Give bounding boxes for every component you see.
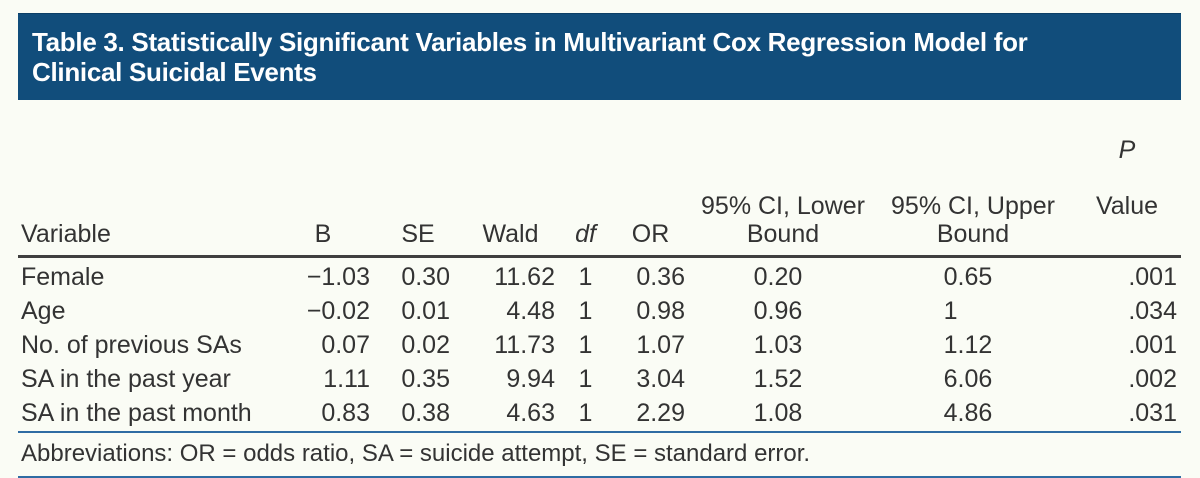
cell-df: 1 — [578, 263, 593, 291]
cell-se: 0.35 — [401, 365, 450, 393]
col-header-variable: Variable — [18, 100, 268, 258]
cell-wald: 4.63 — [506, 399, 555, 427]
cell-b: −0.02 — [306, 297, 370, 325]
cell-p-value: .001 — [1128, 263, 1177, 291]
cell-ci-upper: 1.12 — [943, 331, 993, 359]
cell-variable: Age — [21, 297, 66, 325]
col-header-or: OR — [608, 100, 693, 258]
cell-or: 3.04 — [636, 365, 685, 393]
col-header-p-value: P Value — [1073, 100, 1181, 258]
cell-ci-lower: 1.52 — [753, 365, 803, 393]
table-row: Female −1.03 0.30 11.62 1 0.36 0.20 0.65… — [18, 257, 1181, 295]
cell-wald: 4.48 — [506, 297, 555, 325]
cell-variable: No. of previous SAs — [21, 331, 242, 359]
cell-se: 0.30 — [401, 263, 450, 291]
cell-p-value: .001 — [1128, 331, 1177, 359]
cell-or: 2.29 — [636, 399, 685, 427]
cell-variable: SA in the past year — [21, 365, 231, 393]
cell-ci-lower: 1.08 — [753, 399, 803, 427]
cell-or: 1.07 — [636, 331, 685, 359]
cell-wald: 11.73 — [494, 331, 555, 359]
header-row: Variable B SE Wald df OR 95% CI, Lower B… — [18, 100, 1181, 258]
cell-or: 0.36 — [636, 263, 685, 291]
table-row: SA in the past month 0.83 0.38 4.63 1 2.… — [18, 396, 1181, 430]
cell-p-value: .034 — [1128, 297, 1177, 325]
table-title: Table 3. Statistically Significant Varia… — [32, 27, 1028, 87]
cell-variable: Female — [21, 263, 105, 291]
table-figure: Table 3. Statistically Significant Varia… — [18, 13, 1181, 478]
p-header-symbol: P — [1118, 136, 1136, 164]
cell-ci-lower: 0.96 — [753, 297, 803, 325]
col-header-ci-lower: 95% CI, Lower Bound — [693, 100, 873, 258]
cell-se: 0.02 — [401, 331, 450, 359]
col-header-se: SE — [378, 100, 458, 258]
cell-ci-upper: 4.86 — [943, 399, 993, 427]
cell-se: 0.01 — [401, 297, 450, 325]
cell-ci-upper: 1 — [943, 297, 958, 325]
col-header-wald: Wald — [458, 100, 563, 258]
table-footnote: Abbreviations: OR = odds ratio, SA = sui… — [18, 431, 1181, 478]
table-row: SA in the past year 1.11 0.35 9.94 1 3.0… — [18, 362, 1181, 396]
col-header-df: df — [563, 100, 608, 258]
cell-b: −1.03 — [306, 263, 370, 291]
cell-df: 1 — [578, 399, 593, 427]
table-row: No. of previous SAs 0.07 0.02 11.73 1 1.… — [18, 328, 1181, 362]
col-header-b: B — [268, 100, 378, 258]
results-table: Variable B SE Wald df OR 95% CI, Lower B… — [18, 100, 1181, 430]
abbreviations-text: Abbreviations: OR = odds ratio, SA = sui… — [21, 440, 811, 467]
col-header-ci-upper: 95% CI, Upper Bound — [873, 100, 1073, 258]
p-header-word: Value — [1095, 192, 1159, 220]
cell-wald: 11.62 — [494, 263, 555, 291]
cell-ci-lower: 0.20 — [753, 263, 803, 291]
cell-df: 1 — [578, 365, 593, 393]
cell-b: 1.11 — [323, 365, 370, 393]
cell-b: 0.07 — [321, 331, 370, 359]
cell-ci-upper: 6.06 — [943, 365, 993, 393]
cell-variable: SA in the past month — [21, 399, 252, 427]
table-row: Age −0.02 0.01 4.48 1 0.98 0.96 1 .034 — [18, 294, 1181, 328]
cell-ci-lower: 1.03 — [753, 331, 803, 359]
cell-p-value: .002 — [1128, 365, 1177, 393]
cell-ci-upper: 0.65 — [943, 263, 993, 291]
cell-p-value: .031 — [1128, 399, 1177, 427]
cell-wald: 9.94 — [506, 365, 555, 393]
table-title-bar: Table 3. Statistically Significant Varia… — [18, 13, 1181, 100]
cell-or: 0.98 — [636, 297, 685, 325]
cell-df: 1 — [578, 297, 593, 325]
cell-b: 0.83 — [321, 399, 370, 427]
cell-df: 1 — [578, 331, 593, 359]
cell-se: 0.38 — [401, 399, 450, 427]
